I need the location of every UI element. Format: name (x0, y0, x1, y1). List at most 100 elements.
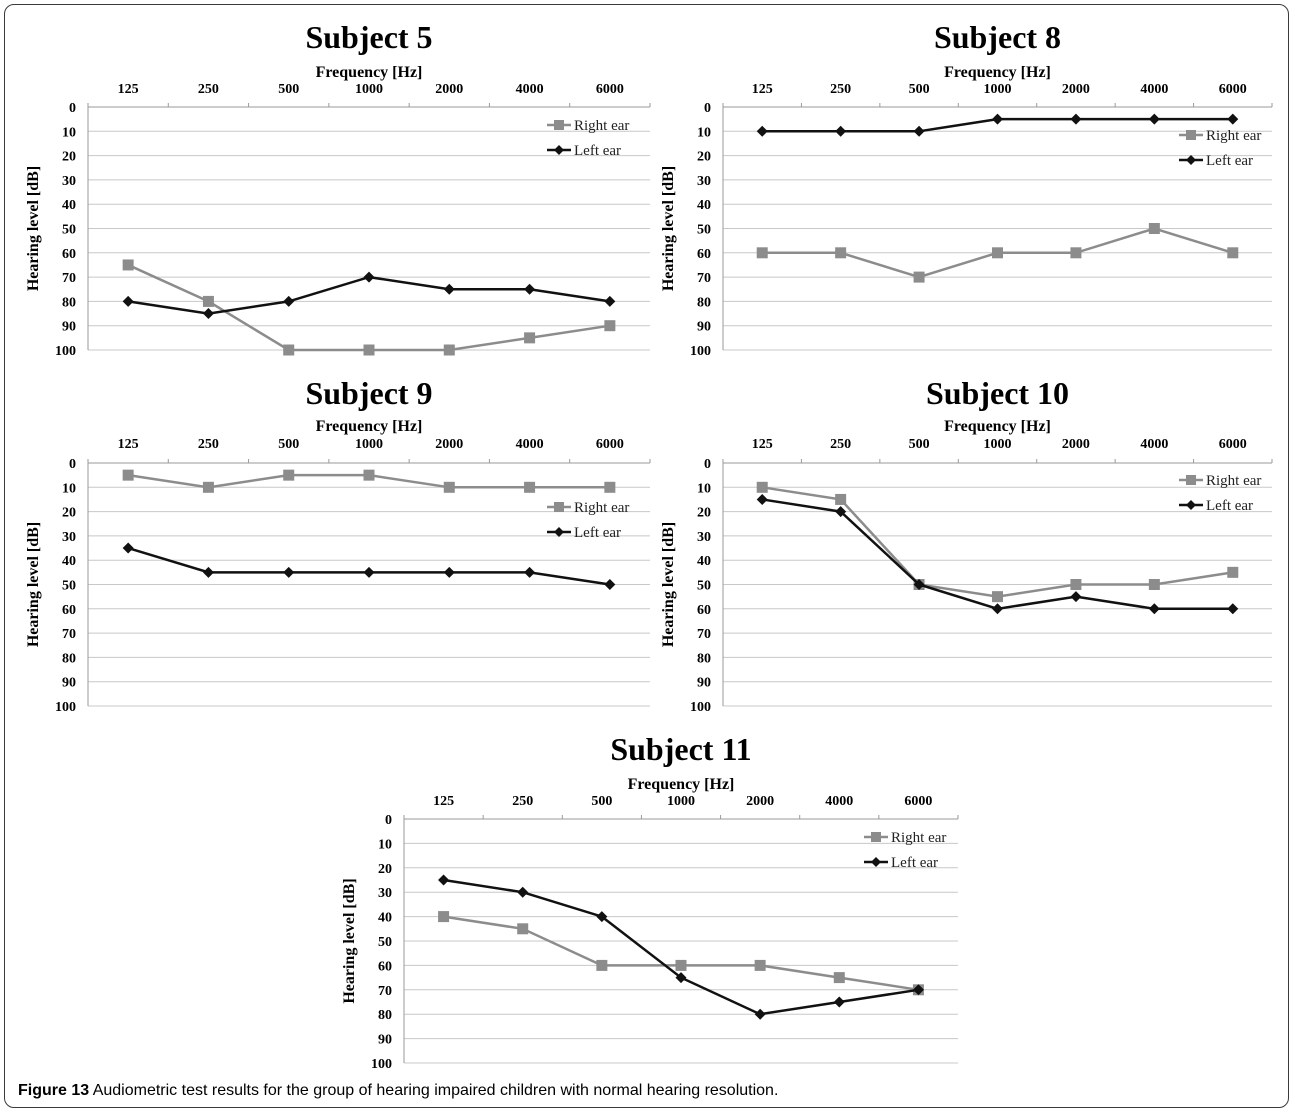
x-tick-label: 250 (198, 437, 219, 452)
x-tick-label: 2000 (746, 794, 774, 809)
data-point-right-ear (1227, 247, 1239, 259)
data-point-right-ear (363, 469, 375, 481)
y-tick-label: 100 (690, 344, 711, 359)
data-point-left-ear (835, 125, 847, 137)
y-tick-label: 50 (62, 579, 76, 594)
data-point-right-ear (517, 923, 529, 935)
data-point-left-ear (1227, 603, 1239, 615)
y-axis-label: Hearing level [dB] (660, 166, 677, 291)
y-tick-label: 40 (378, 911, 392, 926)
data-point-left-ear (604, 295, 616, 307)
legend-marker (1186, 130, 1196, 140)
data-point-right-ear (283, 469, 295, 481)
y-tick-label: 50 (697, 223, 711, 238)
legend-entry: Right ear (1206, 473, 1261, 489)
x-tick-label: 4000 (1140, 437, 1168, 452)
legend-entry: Right ear (574, 118, 629, 134)
x-axis-label: Frequency [Hz] (628, 776, 735, 793)
y-tick-label: 10 (62, 481, 76, 496)
data-point-left-ear (438, 874, 450, 886)
x-tick-label: 500 (591, 794, 612, 809)
data-point-left-ear (756, 125, 768, 137)
data-point-right-ear (754, 959, 766, 971)
x-tick-label: 4000 (516, 437, 544, 452)
y-tick-label: 90 (697, 676, 711, 691)
data-point-right-ear (122, 259, 134, 271)
data-point-right-ear (913, 271, 925, 283)
data-point-left-ear (524, 566, 536, 578)
legend-entry: Left ear (891, 855, 938, 871)
chart-subject-8: Subject 8 Frequency [Hz] Hearing level [dB… (660, 19, 1273, 359)
y-tick-label: 30 (62, 530, 76, 545)
data-point-left-ear (596, 911, 608, 923)
data-point-left-ear (835, 506, 847, 518)
x-tick-label: 1000 (984, 82, 1012, 97)
chart-title: Subject 11 (610, 731, 751, 767)
data-point-left-ear (913, 579, 925, 590)
legend-entry: Right ear (574, 500, 629, 516)
x-tick-label: 6000 (1219, 82, 1247, 97)
y-tick-label: 70 (62, 627, 76, 642)
x-tick-label: 125 (433, 794, 454, 809)
data-point-right-ear (992, 591, 1003, 603)
data-point-left-ear (363, 566, 375, 578)
legend-marker (871, 857, 881, 867)
y-tick-label: 80 (62, 651, 76, 666)
legend-marker (871, 832, 881, 842)
data-point-right-ear (992, 247, 1003, 259)
y-tick-label: 60 (697, 247, 711, 262)
chart-title: Subject 8 (934, 19, 1061, 55)
data-point-right-ear (835, 493, 847, 505)
data-point-left-ear (1227, 113, 1239, 125)
chart-title: Subject 5 (305, 19, 432, 55)
chart-subject-11: Subject 11 Frequency [Hz] Hearing level [d… (341, 731, 959, 1072)
x-tick-label: 125 (752, 82, 773, 97)
series-line-left-ear (443, 878, 919, 1016)
data-point-right-ear (524, 481, 536, 493)
x-tick-label: 500 (909, 437, 930, 452)
x-tick-label: 125 (118, 437, 139, 452)
y-axis-label: Hearing level [dB] (25, 522, 42, 647)
data-point-right-ear (1148, 579, 1160, 590)
data-point-right-ear (675, 959, 687, 971)
y-tick-label: 10 (697, 125, 711, 140)
x-tick-label: 6000 (1219, 437, 1247, 452)
y-tick-label: 60 (62, 603, 76, 618)
data-point-right-ear (756, 247, 768, 259)
x-tick-label: 1000 (355, 82, 383, 97)
x-tick-label: 125 (118, 82, 139, 97)
x-tick-label: 1000 (355, 437, 383, 452)
x-tick-label: 2000 (435, 82, 463, 97)
data-point-left-ear (833, 996, 845, 1008)
x-tick-label: 6000 (904, 794, 932, 809)
data-point-left-ear (1148, 113, 1160, 125)
data-point-right-ear (756, 481, 768, 493)
y-tick-label: 50 (697, 579, 711, 594)
y-tick-label: 40 (697, 554, 711, 569)
data-point-left-ear (202, 308, 214, 320)
caption-text: Audiometric test results for the group o… (92, 1082, 779, 1099)
data-point-right-ear (202, 295, 214, 307)
y-tick-label: 20 (697, 506, 711, 521)
x-tick-label: 4000 (1140, 82, 1168, 97)
y-tick-label: 40 (62, 198, 76, 213)
chart-title: Subject 9 (305, 375, 432, 411)
legend-entry: Left ear (1206, 498, 1253, 514)
x-tick-label: 500 (909, 82, 930, 97)
chart-subject-9: Subject 9 Frequency [Hz] Hearing level [dB… (25, 375, 651, 715)
data-point-right-ear (363, 344, 375, 356)
data-point-left-ear (604, 579, 616, 590)
data-point-left-ear (913, 125, 925, 137)
data-point-right-ear (1070, 579, 1082, 590)
legend-marker (554, 527, 564, 537)
x-axis-label: Frequency [Hz] (944, 418, 1051, 435)
data-point-left-ear (283, 295, 295, 307)
data-point-right-ear (1227, 566, 1239, 578)
caption-label: Figure 13 (18, 1082, 90, 1099)
data-point-left-ear (443, 283, 455, 295)
chart-subject-5: Subject 5 Frequency [Hz] Hearing level [dB… (25, 19, 651, 359)
y-tick-label: 70 (378, 984, 392, 999)
figure-frame (4, 4, 1289, 1108)
y-tick-label: 0 (69, 457, 76, 472)
data-point-left-ear (1070, 591, 1082, 603)
